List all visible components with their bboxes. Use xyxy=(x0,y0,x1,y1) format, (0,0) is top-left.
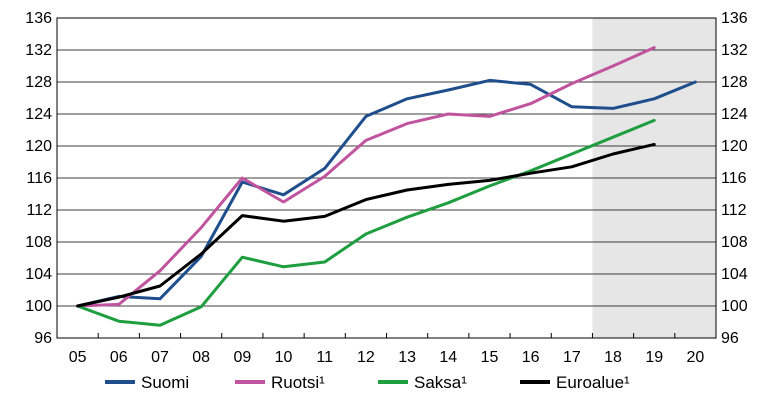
series-line-2 xyxy=(76,46,656,308)
y-tick-label-right: 108 xyxy=(721,234,748,251)
legend-label: Saksa¹ xyxy=(414,373,467,392)
x-tick-label: 17 xyxy=(563,349,581,366)
legend: Suomi Ruotsi¹ Saksa¹ Euroalue¹ xyxy=(105,373,630,392)
y-tick-label-left: 104 xyxy=(25,266,52,283)
y-tick-label-left: 96 xyxy=(34,330,52,347)
legend-label: Euroalue¹ xyxy=(556,373,630,392)
x-tick-label: 12 xyxy=(357,349,375,366)
x-tick-marks xyxy=(97,333,676,338)
x-tick-label: 11 xyxy=(316,349,333,366)
gridlines xyxy=(57,49,716,307)
series-lines xyxy=(76,46,697,327)
legend-label: Suomi xyxy=(141,373,189,392)
y-tick-label-left: 124 xyxy=(25,106,52,123)
x-tick-label: 05 xyxy=(69,349,87,366)
y-tick-label-right: 104 xyxy=(721,266,748,283)
x-tick-label: 13 xyxy=(398,349,416,366)
x-tick-label: 08 xyxy=(192,349,210,366)
y-tick-label-right: 112 xyxy=(721,202,747,219)
x-tick-label: 10 xyxy=(275,349,293,366)
series-line-4 xyxy=(76,142,656,308)
x-tick-labels: 05 06 07 08 09 10 11 12 13 14 15 16 17 18 19 20 xyxy=(69,349,705,366)
series-line-1 xyxy=(76,78,697,308)
y-tick-label-left: 112 xyxy=(26,202,52,219)
y-tick-label-right: 136 xyxy=(721,10,748,27)
y-tick-label-left: 100 xyxy=(25,298,52,315)
x-tick-label: 07 xyxy=(151,349,169,366)
y-tick-label-right: 100 xyxy=(721,298,748,315)
y-tick-labels-left: 96 100 104 108 112 116 120 124 128 132 136 xyxy=(25,10,52,347)
x-tick-label: 06 xyxy=(110,349,128,366)
y-tick-label-right: 96 xyxy=(721,330,739,347)
y-tick-label-left: 128 xyxy=(25,74,52,91)
x-tick-label: 19 xyxy=(645,349,663,366)
y-tick-label-left: 120 xyxy=(25,138,52,155)
legend-label: Ruotsi¹ xyxy=(271,373,325,392)
y-tick-label-right: 132 xyxy=(721,42,748,59)
y-tick-label-left: 136 xyxy=(25,10,52,27)
x-tick-label: 15 xyxy=(481,349,499,366)
y-tick-labels-right: 96 100 104 108 112 116 120 124 128 132 136 xyxy=(721,10,748,347)
x-tick-label: 14 xyxy=(439,349,457,366)
x-tick-label: 20 xyxy=(687,349,705,366)
y-tick-label-left: 108 xyxy=(25,234,52,251)
y-tick-label-right: 128 xyxy=(721,74,748,91)
y-tick-label-right: 124 xyxy=(721,106,748,123)
y-tick-label-right: 120 xyxy=(721,138,748,155)
series-line-3 xyxy=(76,118,656,327)
y-tick-label-left: 132 xyxy=(25,42,52,59)
x-tick-label: 16 xyxy=(522,349,540,366)
y-tick-label-right: 116 xyxy=(721,170,747,187)
y-tick-label-left: 116 xyxy=(26,170,52,187)
x-tick-label: 09 xyxy=(233,349,251,366)
x-tick-label: 18 xyxy=(604,349,622,366)
